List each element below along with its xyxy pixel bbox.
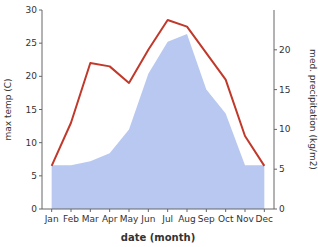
y2-tick-label: 5 [279,164,285,174]
chart-svg: Jan FebMarAprMayJun Jul AugSepOctNovDec date… [0,0,318,247]
y2-tick [274,49,277,50]
x-tick [225,209,226,212]
y-tick-label: 5 [31,171,37,181]
x-axis-line [42,209,274,210]
y-tick [39,109,42,110]
x-tick-label: Jun [140,214,155,224]
x-tick-label: Sep [198,214,215,224]
axes: Jan FebMarAprMayJun Jul AugSepOctNovDec date… [3,5,318,243]
x-tick-label: Aug [178,214,196,224]
y2-tick [274,209,277,210]
y-tick-label: 30 [26,5,38,15]
y-tick-label: 25 [26,38,37,48]
y2-tick-label: 0 [279,204,285,214]
x-tick [245,209,246,212]
x-tick-label: Oct [218,214,234,224]
y-tick [39,175,42,176]
x-tick [264,209,265,212]
x-tick-label: Jan [44,214,59,224]
y-tick-label: 15 [26,105,37,115]
x-tick [71,209,72,212]
chart-container: Jan FebMarAprMayJun Jul AugSepOctNovDec date… [0,0,318,247]
y-axis-label: max temp (C) [3,78,13,140]
y-tick [39,43,42,44]
x-tick-label: Dec [256,214,273,224]
x-tick [167,209,168,212]
x-tick [51,209,52,212]
y-tick [39,10,42,11]
x-tick [109,209,110,212]
y-tick-label: 10 [26,138,38,148]
y-tick-label: 20 [26,71,38,81]
x-axis-label: date (month) [121,232,195,243]
y2-tick [274,129,277,130]
y2-tick [274,169,277,170]
y2-tick-label: 15 [279,85,290,95]
y2-tick [274,89,277,90]
y2-tick-label: 20 [279,45,291,55]
x-tick-label: Apr [102,214,118,224]
y-tick [39,209,42,210]
marks [52,20,265,209]
precipitation-area [52,34,265,209]
x-tick [90,209,91,212]
page: {"chart_data": {"type": "line", "x_label… [0,0,318,247]
x-tick-label: May [120,214,139,224]
x-tick-label: Mar [82,214,99,224]
y2-axis-line [274,10,275,209]
x-tick [129,209,130,212]
y-tick [39,76,42,77]
x-tick [206,209,207,212]
y-tick-label: 0 [31,204,37,214]
temperature-line [52,20,265,166]
y-tick [39,142,42,143]
x-tick-label: Jul [161,214,173,224]
y2-axis-label: med. precipitation (kg/m2) [308,49,318,170]
x-tick-label: Nov [236,214,254,224]
x-tick [148,209,149,212]
x-tick-label: Feb [63,214,79,224]
y2-tick-label: 10 [279,124,291,134]
x-tick [187,209,188,212]
